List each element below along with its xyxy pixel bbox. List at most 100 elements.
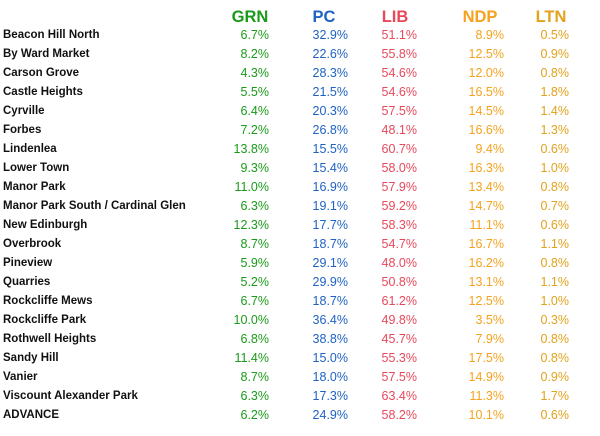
cell-lib: 60.7% bbox=[381, 142, 417, 156]
cell-lib: 48.0% bbox=[381, 256, 417, 270]
header-lib: LIB bbox=[381, 8, 409, 26]
cell-ltn: 0.8% bbox=[540, 351, 570, 365]
cell-ndp: 3.5% bbox=[475, 313, 505, 327]
row-neighbourhood-name: Cyrville bbox=[3, 105, 45, 117]
cell-grn: 8.7% bbox=[240, 370, 270, 384]
cell-grn: 6.7% bbox=[240, 28, 270, 42]
cell-ndp: 7.9% bbox=[475, 332, 505, 346]
cell-ndp: 12.5% bbox=[468, 294, 504, 308]
cell-lib: 51.1% bbox=[381, 28, 417, 42]
table-row: By Ward Market 8.2% 22.6% 55.8% 12.5% 0.9% bbox=[0, 45, 600, 64]
table-row: Cyrville 6.4% 20.3% 57.5% 14.5% 1.4% bbox=[0, 102, 600, 121]
cell-pc: 19.1% bbox=[312, 199, 348, 213]
cell-lib: 63.4% bbox=[381, 389, 417, 403]
cell-ndp: 8.9% bbox=[475, 28, 505, 42]
cell-ltn: 1.0% bbox=[540, 294, 570, 308]
cell-ltn: 0.6% bbox=[540, 408, 570, 422]
cell-lib: 57.5% bbox=[381, 104, 417, 118]
cell-lib: 45.7% bbox=[381, 332, 417, 346]
cell-ndp: 16.2% bbox=[468, 256, 504, 270]
cell-ndp: 12.5% bbox=[468, 47, 504, 61]
row-neighbourhood-name: Quarries bbox=[3, 276, 51, 288]
header-grn: GRN bbox=[231, 8, 269, 26]
cell-pc: 36.4% bbox=[312, 313, 348, 327]
cell-grn: 13.8% bbox=[233, 142, 269, 156]
cell-ndp: 14.9% bbox=[468, 370, 504, 384]
cell-lib: 50.8% bbox=[381, 275, 417, 289]
cell-lib: 54.6% bbox=[381, 66, 417, 80]
cell-grn: 8.2% bbox=[240, 47, 270, 61]
cell-grn: 10.0% bbox=[233, 313, 269, 327]
cell-pc: 29.9% bbox=[312, 275, 348, 289]
cell-grn: 6.7% bbox=[240, 294, 270, 308]
cell-grn: 11.0% bbox=[234, 180, 269, 194]
cell-pc: 16.9% bbox=[312, 180, 348, 194]
cell-lib: 61.2% bbox=[381, 294, 417, 308]
cell-pc: 26.8% bbox=[312, 123, 348, 137]
table-row: Viscount Alexander Park 6.3% 17.3% 63.4% 11.… bbox=[0, 387, 600, 406]
row-neighbourhood-name: Rothwell Heights bbox=[3, 333, 97, 345]
row-neighbourhood-name: Vanier bbox=[3, 371, 38, 383]
cell-grn: 6.4% bbox=[240, 104, 270, 118]
cell-ndp: 14.5% bbox=[468, 104, 504, 118]
cell-ltn: 0.8% bbox=[540, 66, 570, 80]
row-neighbourhood-name: Forbes bbox=[3, 124, 42, 136]
cell-pc: 18.7% bbox=[312, 294, 348, 308]
cell-ndp: 14.7% bbox=[468, 199, 504, 213]
cell-pc: 21.5% bbox=[312, 85, 348, 99]
cell-grn: 9.3% bbox=[240, 161, 270, 175]
row-neighbourhood-name: By Ward Market bbox=[3, 48, 90, 60]
cell-lib: 49.8% bbox=[381, 313, 417, 327]
cell-pc: 28.3% bbox=[312, 66, 348, 80]
row-neighbourhood-name: New Edinburgh bbox=[3, 219, 88, 231]
cell-pc: 17.7% bbox=[312, 218, 348, 232]
row-neighbourhood-name: Pineview bbox=[3, 257, 53, 269]
cell-grn: 5.5% bbox=[240, 85, 270, 99]
row-neighbourhood-name: Manor Park South / Cardinal Glen bbox=[3, 200, 186, 212]
cell-grn: 5.2% bbox=[240, 275, 270, 289]
table-row: Manor Park 11.0% 16.9% 57.9% 13.4% 0.8% bbox=[0, 178, 600, 197]
cell-pc: 32.9% bbox=[312, 28, 348, 42]
table-row: Beacon Hill North 6.7% 32.9% 51.1% 8.9% 0.5% bbox=[0, 26, 600, 45]
cell-ndp: 16.6% bbox=[468, 123, 504, 137]
cell-ltn: 1.7% bbox=[540, 389, 570, 403]
cell-ltn: 1.8% bbox=[540, 85, 570, 99]
cell-ndp: 16.5% bbox=[468, 85, 504, 99]
cell-grn: 12.3% bbox=[233, 218, 269, 232]
header-ndp: NDP bbox=[462, 8, 498, 26]
table-row: Lindenlea 13.8% 15.5% 60.7% 9.4% 0.6% bbox=[0, 140, 600, 159]
cell-ndp: 13.4% bbox=[468, 180, 504, 194]
cell-ltn: 0.9% bbox=[540, 370, 570, 384]
cell-ltn: 1.4% bbox=[540, 104, 570, 118]
cell-ltn: 0.3% bbox=[540, 313, 570, 327]
cell-lib: 59.2% bbox=[381, 199, 417, 213]
cell-grn: 6.3% bbox=[240, 199, 270, 213]
cell-grn: 8.7% bbox=[240, 237, 270, 251]
row-neighbourhood-name: Carson Grove bbox=[3, 67, 80, 79]
cell-grn: 5.9% bbox=[240, 256, 270, 270]
cell-ndp: 12.0% bbox=[468, 66, 504, 80]
table-row: Rockcliffe Park 10.0% 36.4% 49.8% 3.5% 0.3% bbox=[0, 311, 600, 330]
table-row: ADVANCE 6.2% 24.9% 58.2% 10.1% 0.6% bbox=[0, 406, 600, 425]
row-neighbourhood-name: Castle Heights bbox=[3, 86, 83, 98]
table-row: Sandy Hill 11.4% 15.0% 55.3% 17.5% 0.8% bbox=[0, 349, 600, 368]
row-neighbourhood-name: Manor Park bbox=[3, 181, 66, 193]
table-row: Rothwell Heights 6.8% 38.8% 45.7% 7.9% 0.8% bbox=[0, 330, 600, 349]
row-neighbourhood-name: Overbrook bbox=[3, 238, 62, 250]
table-row: Forbes 7.2% 26.8% 48.1% 16.6% 1.3% bbox=[0, 121, 600, 140]
cell-ndp: 9.4% bbox=[475, 142, 505, 156]
cell-pc: 15.4% bbox=[312, 161, 348, 175]
cell-pc: 20.3% bbox=[312, 104, 348, 118]
cell-ltn: 0.8% bbox=[540, 256, 570, 270]
row-neighbourhood-name: Beacon Hill North bbox=[3, 29, 100, 41]
cell-pc: 17.3% bbox=[312, 389, 348, 403]
cell-ltn: 0.6% bbox=[540, 142, 570, 156]
cell-lib: 55.3% bbox=[381, 351, 417, 365]
cell-pc: 18.0% bbox=[312, 370, 348, 384]
row-neighbourhood-name: Rockcliffe Mews bbox=[3, 295, 93, 307]
cell-ndp: 11.1% bbox=[469, 218, 504, 232]
header-row: GRN PC LIB NDP LTN bbox=[0, 4, 600, 30]
cell-pc: 22.6% bbox=[312, 47, 348, 61]
row-neighbourhood-name: Lindenlea bbox=[3, 143, 57, 155]
cell-pc: 18.7% bbox=[312, 237, 348, 251]
